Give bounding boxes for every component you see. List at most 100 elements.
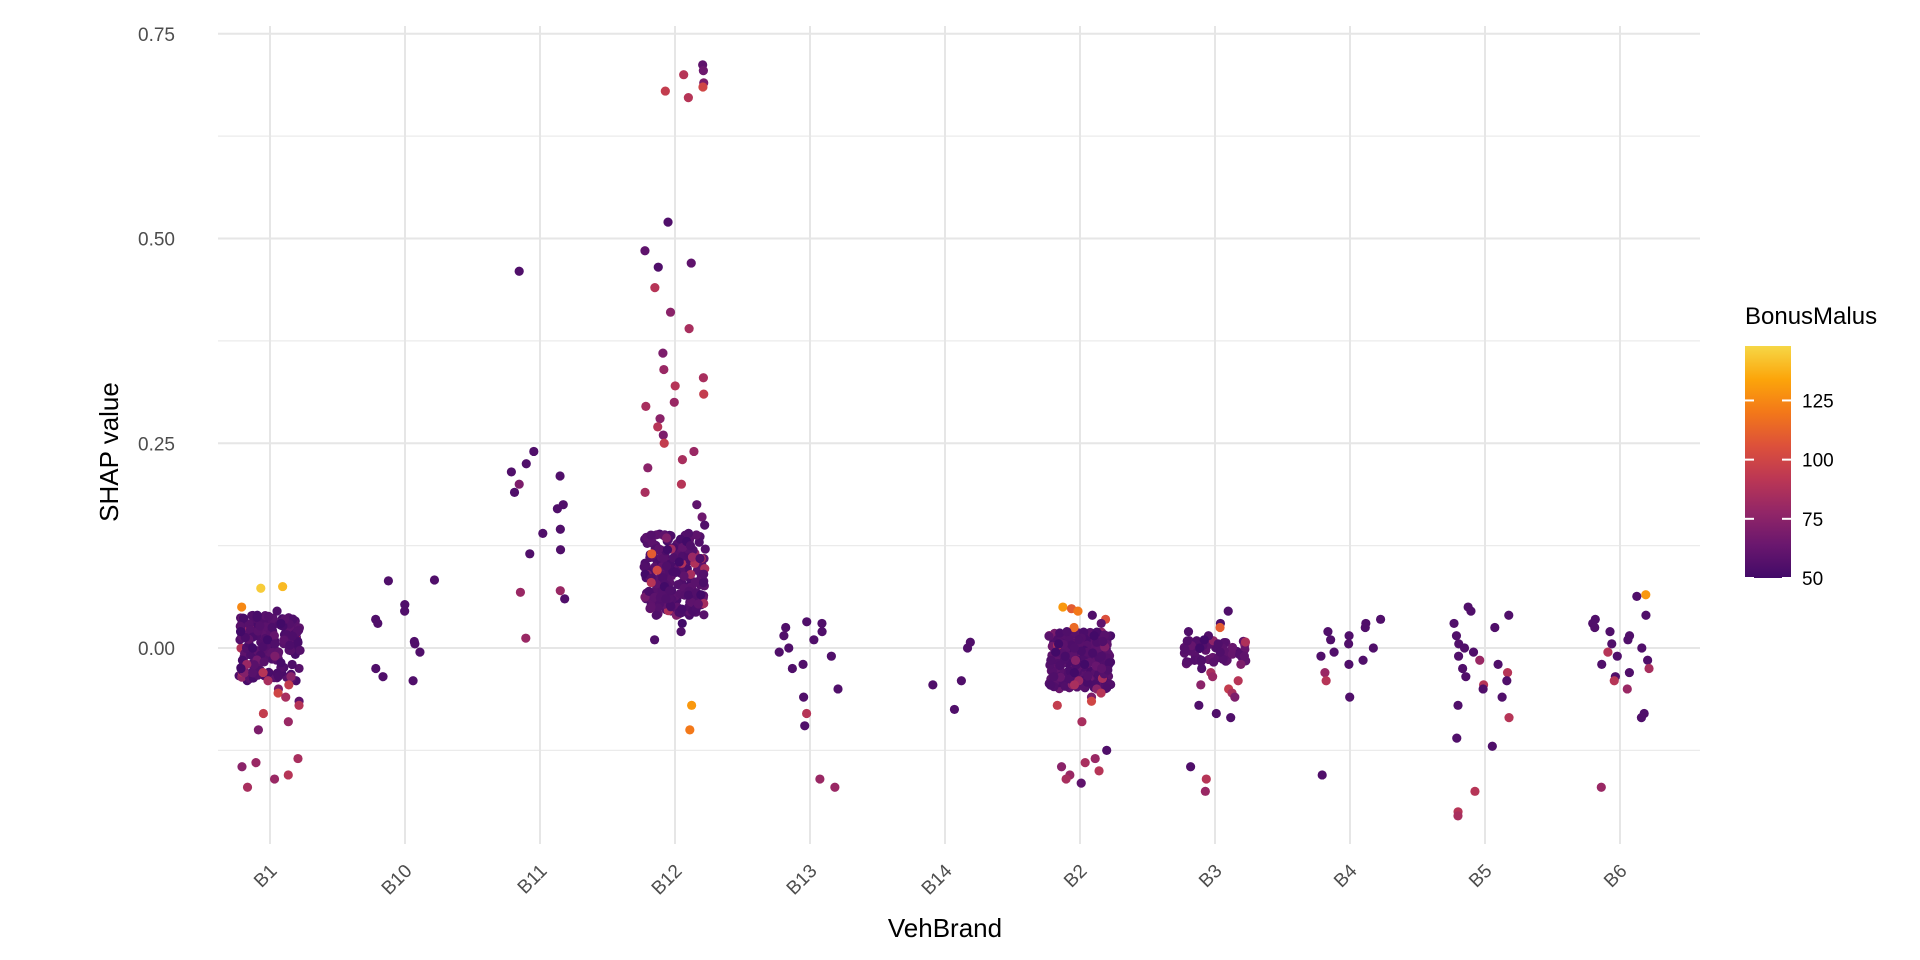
- data-point: [400, 606, 410, 616]
- data-point: [249, 660, 259, 670]
- colorbar-gradient: [1745, 346, 1791, 578]
- data-point: [658, 348, 668, 358]
- data-point: [649, 635, 660, 645]
- data-point: [654, 544, 664, 554]
- data-point: [679, 70, 689, 80]
- data-point: [293, 638, 303, 648]
- data-point: [521, 633, 531, 643]
- data-point: [698, 373, 709, 383]
- data-point: [685, 725, 695, 735]
- data-point: [1096, 688, 1106, 698]
- data-point: [284, 680, 294, 690]
- data-point: [1624, 667, 1634, 678]
- x-tick-label: B12: [648, 861, 687, 900]
- data-point: [699, 610, 709, 620]
- data-point: [698, 82, 708, 92]
- data-point: [800, 721, 810, 731]
- data-point: [258, 708, 269, 719]
- data-point: [694, 537, 704, 547]
- data-point: [801, 708, 812, 719]
- data-point: [1060, 651, 1070, 661]
- data-point: [521, 459, 531, 469]
- data-point: [1069, 643, 1079, 653]
- colorbar-tick-label: 100: [1802, 451, 1834, 472]
- data-point: [1497, 692, 1507, 702]
- data-point: [696, 590, 706, 600]
- data-point: [686, 597, 696, 607]
- data-point: [400, 599, 410, 610]
- data-point: [1636, 713, 1647, 723]
- data-point: [639, 562, 649, 572]
- data-point: [695, 553, 705, 564]
- data-point: [1194, 700, 1204, 710]
- data-point: [699, 389, 709, 399]
- data-point: [1597, 659, 1607, 669]
- data-point: [237, 602, 247, 612]
- data-point: [1459, 643, 1470, 653]
- data-point: [248, 668, 258, 678]
- data-point: [1182, 636, 1192, 646]
- colorbar-legend: BonusMalus 50 75 100 125: [1745, 303, 1877, 590]
- data-point: [685, 541, 696, 551]
- data-point: [962, 643, 973, 653]
- data-point: [646, 602, 656, 612]
- data-point: [779, 631, 789, 641]
- x-tick-label: B13: [783, 861, 822, 900]
- data-point: [276, 658, 286, 668]
- data-point: [269, 774, 280, 784]
- data-point: [1200, 786, 1210, 796]
- data-point: [665, 307, 676, 317]
- data-point: [238, 613, 249, 623]
- data-point: [1458, 663, 1468, 674]
- y-tick-label: 0.75: [138, 25, 175, 46]
- data-point: [1504, 713, 1514, 723]
- data-point: [276, 618, 286, 629]
- data-point: [830, 782, 840, 792]
- scatter-points: [234, 60, 1654, 821]
- data-point: [687, 700, 697, 710]
- data-point: [1094, 766, 1104, 776]
- data-point: [646, 577, 656, 588]
- data-point: [689, 446, 699, 457]
- data-point: [509, 487, 520, 497]
- gridlines: [218, 26, 1700, 844]
- data-point: [1230, 692, 1240, 702]
- data-point: [287, 631, 298, 641]
- data-point: [798, 659, 808, 669]
- data-point: [1195, 643, 1205, 653]
- data-point: [1453, 651, 1464, 661]
- data-point: [286, 672, 296, 682]
- x-tick-label: B14: [918, 860, 957, 899]
- data-point: [248, 643, 258, 653]
- data-point: [1055, 628, 1065, 638]
- data-point: [1049, 672, 1059, 682]
- data-point: [1358, 655, 1368, 665]
- colorbar-tick-label: 50: [1802, 569, 1823, 590]
- data-point: [659, 438, 669, 448]
- data-point: [651, 610, 661, 620]
- data-point: [263, 611, 274, 621]
- data-point: [826, 651, 836, 661]
- data-point: [1052, 700, 1062, 710]
- data-point: [1104, 658, 1114, 668]
- data-point: [1080, 758, 1090, 768]
- data-point: [1605, 627, 1615, 637]
- data-point: [1326, 635, 1336, 645]
- data-point: [1596, 782, 1606, 792]
- data-point: [1368, 643, 1378, 653]
- data-point: [1196, 680, 1206, 690]
- data-point: [1051, 647, 1061, 657]
- data-point: [269, 631, 279, 641]
- data-point: [670, 381, 680, 391]
- data-point: [1076, 646, 1086, 656]
- data-point: [1086, 696, 1097, 706]
- data-point: [236, 663, 246, 674]
- data-point: [1046, 655, 1056, 665]
- data-point: [529, 446, 539, 457]
- data-point: [1087, 610, 1097, 620]
- data-point: [653, 262, 663, 272]
- data-point: [253, 725, 264, 735]
- data-point: [665, 601, 676, 611]
- data-point: [1632, 591, 1642, 602]
- data-point: [809, 635, 819, 645]
